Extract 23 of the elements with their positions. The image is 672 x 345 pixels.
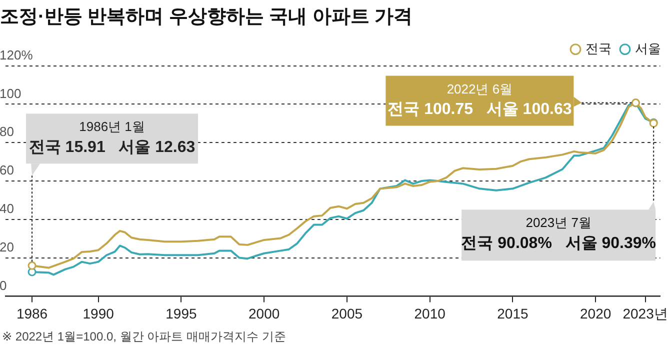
annotation: 1986년 1월 전국 15.91 서울 12.63 xyxy=(28,119,196,156)
x-tick-label: 2000 xyxy=(248,305,280,322)
legend-label: 전국 xyxy=(586,40,612,56)
y-tick-label: 40 xyxy=(0,200,14,216)
y-tick-label: 80 xyxy=(0,124,14,140)
annotation: 2023년 7월 전국 90.08% 서울 90.39% xyxy=(461,215,656,252)
chart-title: 조정·반등 반복하며 우상향하는 국내 아파트 가격 xyxy=(0,6,413,28)
x-tick-label: 1986 xyxy=(16,305,48,322)
y-tick-label: 60 xyxy=(0,162,14,178)
y-tick-label: 100 xyxy=(0,86,22,101)
x-tick-label: 1990 xyxy=(82,305,114,322)
text: ※ 2022년 1월=100.0, 월간 아파트 매매가격지수 기준 xyxy=(2,329,286,344)
y-tick-label: 120% xyxy=(0,47,34,62)
x-tick-label: 2020 xyxy=(580,305,612,322)
y-tick-label: 0 xyxy=(0,278,7,293)
y-tick-label: 20 xyxy=(0,239,14,254)
x-tick-label: 2010 xyxy=(414,305,446,322)
x-tick-label: 1995 xyxy=(166,305,197,322)
x-tick-label: 2005 xyxy=(331,305,363,322)
x-tick-label: 2023년 xyxy=(622,305,668,322)
legend-label: 서울 xyxy=(635,40,661,56)
annotation: 2022년 6월 전국 100.75 서울 100.63 xyxy=(388,81,572,118)
x-tick-label: 2015 xyxy=(497,305,528,322)
